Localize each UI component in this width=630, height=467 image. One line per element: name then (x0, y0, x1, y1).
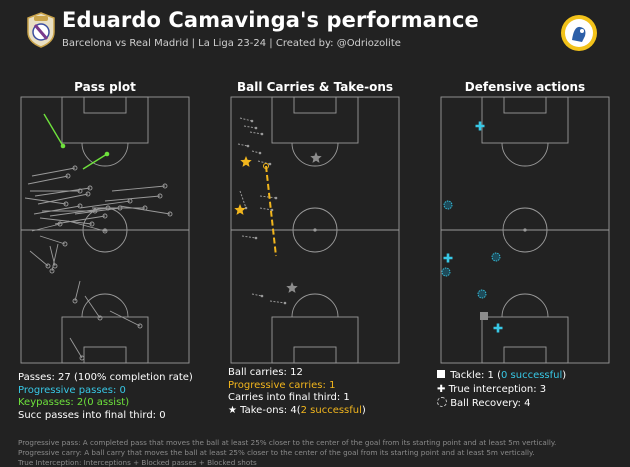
carries-title: Ball Carries & Take-ons (236, 80, 394, 94)
recovery-marker (441, 267, 451, 277)
pitch-lines (230, 96, 400, 364)
progressive-carry-line (263, 163, 277, 257)
takeon-star-unsuccessful (286, 282, 298, 293)
takeon-star-successful (234, 204, 246, 215)
pass-arrow (30, 188, 83, 194)
carry-line (259, 207, 274, 212)
recovery-stat: Ball Recovery: 4 (437, 397, 566, 411)
pass-arrow (69, 337, 85, 361)
square-icon (437, 370, 445, 378)
pass-arrow (109, 310, 143, 329)
footnote-true-interception: True Interception: Interceptions + Block… (18, 458, 257, 467)
keypass-arrow (43, 113, 66, 149)
pass-arrow (31, 221, 63, 232)
team-crest-left (26, 12, 56, 48)
pass-arrow (84, 295, 103, 321)
defensive-pitch (440, 96, 610, 364)
defensive-title: Defensive actions (464, 80, 586, 94)
takeons-successful: 2 successful (300, 404, 362, 416)
pass-arrow (37, 191, 91, 205)
interception-stat: ✚ True interception: 3 (437, 383, 566, 397)
carry-line (259, 195, 278, 200)
interception-marker (493, 323, 503, 333)
final-third-passes-stat: Succ passes into final third: 0 (18, 409, 166, 421)
carries-final-third-stat: Carries into final third: 1 (228, 392, 350, 403)
footnote-progressive-carry: Progressive carry: A ball carry that mov… (18, 448, 535, 457)
tackle-stat: Tackle: 1 (0 successful) (437, 369, 566, 383)
pass-arrow (39, 217, 95, 227)
pitch-lines (20, 96, 190, 364)
pass-arrow (27, 173, 71, 185)
interception-marker (443, 253, 453, 263)
recovery-marker (443, 200, 453, 210)
pass-arrow (34, 185, 93, 197)
pass-plot-title: Pass plot (74, 80, 136, 94)
interception-label: True interception: 3 (448, 384, 547, 395)
takeon-star-successful (240, 156, 252, 167)
ball-carries-stat: Ball carries: 12 (228, 367, 303, 378)
pass-arrow (29, 250, 51, 269)
recovery-marker (491, 252, 501, 262)
pass-arrow (67, 220, 108, 234)
carry-line (251, 293, 264, 298)
circle-icon (437, 397, 447, 407)
takeons-suffix: ) (361, 404, 366, 416)
tackle-successful: 0 successful (500, 370, 563, 381)
pitch-lines (440, 96, 610, 364)
interception-marker (475, 121, 485, 131)
tackle-marker (480, 312, 488, 320)
pass-arrow (24, 197, 69, 207)
footnote-progressive-pass: Progressive pass: A completed pass that … (18, 438, 557, 447)
pass-arrow (31, 165, 78, 177)
carry-line (257, 160, 272, 166)
tackle-prefix: Tackle: 1 ( (450, 370, 501, 381)
pass-plot-pitch (20, 96, 190, 364)
carry-line (243, 125, 258, 130)
carry-line (241, 235, 258, 240)
defensive-stats: Tackle: 1 (0 successful) ✚ True intercep… (437, 369, 566, 411)
page-subtitle: Barcelona vs Real Madrid | La Liga 23-24… (62, 38, 401, 49)
pass-arrow (54, 213, 108, 225)
pass-arrow (111, 183, 168, 192)
carries-pitch (230, 96, 400, 364)
page-title: Eduardo Camavinga's performance (62, 8, 479, 32)
keypass-arrow (82, 151, 110, 170)
tackle-suffix: ) (562, 370, 567, 381)
carry-line (251, 150, 262, 155)
recovery-marker (477, 289, 487, 299)
keypasses-stat: Keypasses: 2(0 assist) (18, 397, 130, 408)
creator-logo (560, 14, 598, 52)
takeon-star-unsuccessful (310, 152, 322, 163)
pass-arrow (119, 205, 173, 217)
takeons-prefix: Take-ons: 4( (240, 404, 301, 416)
pass-arrow (49, 243, 59, 274)
carry-line (239, 117, 254, 123)
pass-arrow (104, 193, 163, 202)
pass-arrow (72, 280, 81, 304)
progressive-carries-stat: Progressive carries: 1 (228, 379, 336, 391)
carry-line (237, 143, 250, 148)
carries-stats: Ball carries: 12 Progressive carries: 1 … (228, 367, 366, 417)
star-icon: ★ (228, 404, 237, 416)
passes-stat: Passes: 27 (100% completion rate) (18, 372, 193, 383)
pass-arrow (39, 235, 68, 247)
carry-line (239, 190, 248, 210)
progressive-passes-stat: Progressive passes: 0 (18, 384, 126, 396)
recovery-label: Ball Recovery: 4 (450, 398, 531, 409)
carry-line (269, 300, 287, 305)
pass-plot-stats: Passes: 27 (100% completion rate) Progre… (18, 372, 193, 422)
plus-icon: ✚ (437, 384, 446, 395)
carry-line (249, 131, 264, 136)
takeons-stat: ★ Take-ons: 4(2 successful) (228, 405, 366, 418)
